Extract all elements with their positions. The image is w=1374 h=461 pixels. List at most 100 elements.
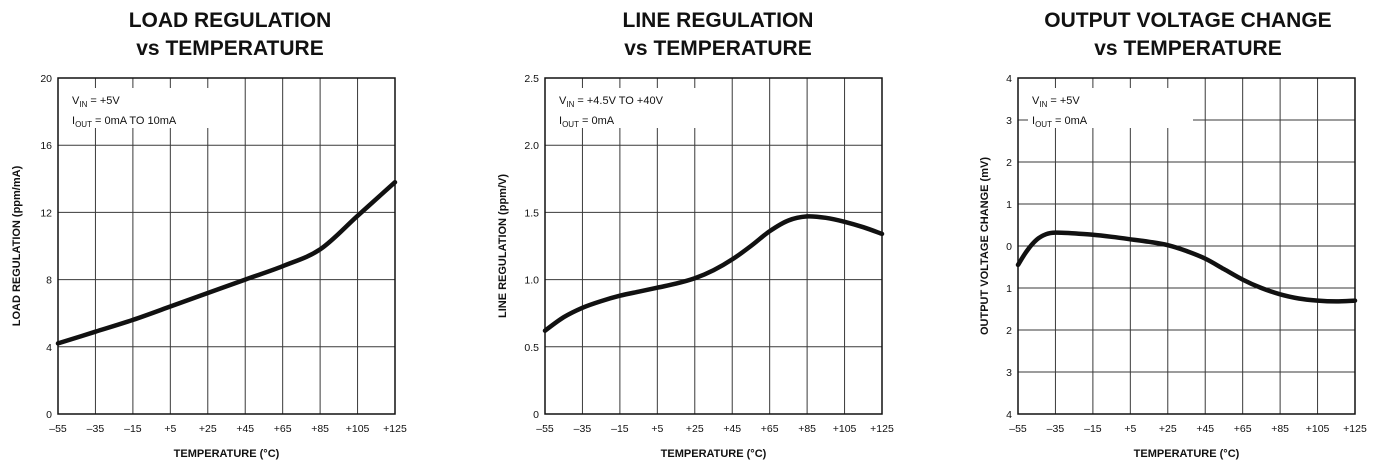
x-tick-label: +25: [1159, 423, 1177, 435]
annotation-line-2: IOUT = 0mA: [559, 115, 615, 129]
x-tick-label: +125: [870, 423, 894, 435]
chart-title-line2: vs TEMPERATURE: [1094, 37, 1281, 60]
annotation-value: = 0mA: [1052, 115, 1088, 127]
annotation-backdrop: [1028, 88, 1193, 128]
y-tick-label: 20: [40, 73, 52, 85]
x-tick-label: +45: [236, 423, 254, 435]
x-tick-label: +65: [761, 423, 779, 435]
y-tick-label: 4: [1006, 409, 1012, 421]
annotation-value: = +5V: [1047, 95, 1080, 107]
y-axis-label: LOAD REGULATION (ppm/mA): [11, 165, 23, 326]
x-tick-label: +85: [1271, 423, 1289, 435]
annotation-subscript: OUT: [562, 120, 579, 129]
x-tick-label: –35: [574, 423, 592, 435]
x-tick-label: –35: [1047, 423, 1065, 435]
x-axis-label: TEMPERATURE (°C): [661, 448, 767, 460]
y-tick-label: 3: [1006, 367, 1012, 379]
annotation-value: = 0mA TO 10mA: [92, 115, 177, 127]
annotation-backdrop: [68, 88, 233, 128]
x-tick-label: –55: [536, 423, 554, 435]
x-tick-label: +5: [164, 423, 176, 435]
y-tick-label: 2: [1006, 325, 1012, 337]
x-tick-label: +5: [1124, 423, 1136, 435]
chart-panel-1: LOAD REGULATION vs TEMPERATURE –55 –35 –15 +5…: [11, 9, 407, 460]
chart-title-line2: vs TEMPERATURE: [136, 37, 323, 60]
annotation-symbol: V: [1032, 95, 1040, 107]
x-tick-label: +65: [274, 423, 292, 435]
x-tick-label: +105: [346, 423, 370, 435]
y-tick-label: 8: [46, 275, 52, 287]
annotation-subscript: IN: [79, 100, 87, 109]
x-tick-label: +25: [199, 423, 217, 435]
x-tick-label: –15: [1084, 423, 1102, 435]
annotation-line-2: IOUT = 0mA: [1032, 115, 1088, 129]
plot-frame: [1017, 77, 1356, 415]
series-line-1: [542, 214, 885, 333]
plot-frame: [544, 77, 883, 415]
annotation-line-1: VIN = +4.5V TO +40V: [559, 95, 664, 109]
y-tick-label: 0.5: [524, 342, 539, 354]
y-tick-label: 2: [1006, 157, 1012, 169]
y-tick-label: 16: [40, 140, 52, 152]
x-tick-label: +45: [723, 423, 741, 435]
series-line-1: [1015, 230, 1358, 304]
x-tick-label: +85: [311, 423, 329, 435]
y-axis-label: LINE REGULATION (ppm/V): [497, 174, 509, 318]
chart-panel-2: LINE REGULATION vs TEMPERATURE –55 –35 –15 +5…: [497, 9, 894, 460]
x-axis-label: TEMPERATURE (°C): [174, 448, 280, 460]
annotation-value: = +5V: [87, 95, 120, 107]
y-tick-label: 0: [533, 409, 539, 421]
y-tick-label: 4: [1006, 73, 1012, 85]
y-tick-label: 2.5: [524, 73, 539, 85]
y-tick-label: 4: [46, 342, 52, 354]
y-tick-label: 1.0: [524, 275, 539, 287]
y-tick-label: 12: [40, 207, 52, 219]
chart-title-line1: LINE REGULATION: [623, 9, 814, 32]
y-tick-label: 1.5: [524, 207, 539, 219]
annotation-subscript: OUT: [1035, 120, 1052, 129]
annotation-line-2: IOUT = 0mA TO 10mA: [72, 115, 177, 129]
y-tick-label: 2.0: [524, 140, 539, 152]
annotation-value: = 0mA: [579, 115, 615, 127]
x-tick-label: +105: [833, 423, 857, 435]
x-tick-label: +5: [651, 423, 663, 435]
x-tick-label: +25: [686, 423, 704, 435]
y-tick-label: 3: [1006, 115, 1012, 127]
y-tick-label: 1: [1006, 199, 1012, 211]
x-tick-label: +125: [1343, 423, 1367, 435]
annotation-symbol: I: [72, 115, 75, 127]
x-tick-label: +85: [798, 423, 816, 435]
y-tick-label: 0: [1006, 241, 1012, 253]
x-tick-label: +45: [1196, 423, 1214, 435]
x-tick-label: +65: [1234, 423, 1252, 435]
chart-title-line1: LOAD REGULATION: [129, 9, 332, 32]
chart-panel-3: OUTPUT VOLTAGE CHANGE vs TEMPERATURE –55 –3…: [979, 9, 1367, 460]
annotation-subscript: IN: [566, 100, 574, 109]
y-axis-label: OUTPUT VOLTAGE CHANGE (mV): [979, 157, 991, 335]
y-tick-label: 1: [1006, 283, 1012, 295]
x-tick-label: –55: [49, 423, 67, 435]
x-tick-label: +125: [383, 423, 407, 435]
x-tick-label: +105: [1306, 423, 1330, 435]
y-tick-label: 0: [46, 409, 52, 421]
x-axis-label: TEMPERATURE (°C): [1134, 448, 1240, 460]
x-tick-label: –15: [611, 423, 629, 435]
x-tick-label: –35: [87, 423, 105, 435]
chart-title-line2: vs TEMPERATURE: [624, 37, 811, 60]
x-tick-label: –15: [124, 423, 142, 435]
series-line-1: [55, 179, 398, 346]
annotation-symbol: V: [72, 95, 80, 107]
annotation-symbol: V: [559, 95, 567, 107]
annotation-line-1: VIN = +5V: [1032, 95, 1080, 109]
annotation-symbol: I: [559, 115, 562, 127]
annotation-value: = +4.5V TO +40V: [574, 95, 663, 107]
annotation-subscript: IN: [1039, 100, 1047, 109]
plot-frame: [57, 77, 396, 415]
x-tick-label: –55: [1009, 423, 1027, 435]
annotation-backdrop: [555, 88, 720, 128]
chart-title-line1: OUTPUT VOLTAGE CHANGE: [1044, 9, 1331, 32]
annotation-subscript: OUT: [75, 120, 92, 129]
annotation-line-1: VIN = +5V: [72, 95, 120, 109]
annotation-symbol: I: [1032, 115, 1035, 127]
